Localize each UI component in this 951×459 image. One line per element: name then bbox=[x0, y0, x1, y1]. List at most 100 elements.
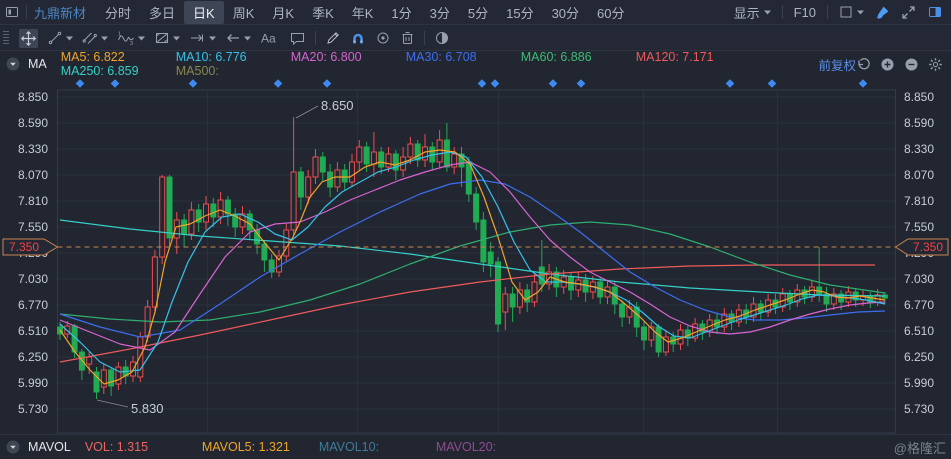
channel-tool[interactable] bbox=[82, 30, 108, 46]
tab-60分[interactable]: 60分 bbox=[597, 5, 625, 21]
ma10-line bbox=[59, 151, 886, 373]
settings-gear-icon[interactable] bbox=[928, 57, 943, 72]
f10-button[interactable]: F10 bbox=[793, 4, 816, 20]
ma-item-1[interactable]: MA10: 6.776 bbox=[175, 50, 247, 64]
tab-分时[interactable]: 分时 bbox=[105, 5, 132, 21]
tab-15分[interactable]: 15分 bbox=[506, 5, 534, 21]
price-badge-left bbox=[2, 238, 59, 256]
layout-panel-icon[interactable] bbox=[927, 4, 943, 20]
tab-年K[interactable]: 年K bbox=[351, 5, 374, 21]
drag-handle-icon[interactable] bbox=[2, 29, 10, 47]
ma30-line bbox=[59, 179, 886, 338]
y-axis-label-right: 7.550 bbox=[904, 220, 934, 234]
tab-5分[interactable]: 5分 bbox=[467, 5, 489, 21]
crosshair-target-tool[interactable] bbox=[375, 30, 391, 46]
event-marker-diamond[interactable] bbox=[188, 79, 198, 88]
fullscreen-icon[interactable] bbox=[901, 5, 916, 20]
trendline-tool[interactable] bbox=[47, 30, 73, 46]
chevron-down-icon bbox=[66, 36, 73, 40]
display-dropdown[interactable]: 显示 bbox=[734, 3, 771, 22]
zoom-in-icon[interactable] bbox=[880, 57, 895, 72]
event-marker-diamond[interactable] bbox=[110, 79, 120, 88]
watermark: @格隆汇 bbox=[893, 441, 946, 456]
price-badges-layer: 7.350 7.350 bbox=[2, 238, 949, 256]
period-tabs: 分时 多日 日K 周K 月K 季K 年K 1分 3分 5分 15分 30分 60分 bbox=[96, 0, 634, 24]
chevron-down-icon bbox=[173, 36, 180, 40]
chevron-down-icon bbox=[138, 36, 145, 40]
stock-name[interactable]: 九鼎新材 bbox=[34, 5, 87, 21]
divider bbox=[315, 31, 316, 45]
chart-type-dropdown[interactable] bbox=[839, 5, 864, 19]
zoom-out-icon[interactable] bbox=[904, 57, 919, 72]
event-marker-diamond[interactable] bbox=[725, 79, 735, 88]
y-axis-label-left: 8.850 bbox=[18, 90, 48, 104]
tab-日K[interactable]: 日K bbox=[184, 0, 224, 24]
collapse-ma-icon[interactable] bbox=[6, 57, 20, 71]
ma-item-2[interactable]: MA20: 6.800 bbox=[290, 50, 362, 64]
price-badge-right bbox=[894, 238, 949, 256]
tab-3分[interactable]: 3分 bbox=[429, 5, 450, 21]
topbar-right: 显示 F10 bbox=[734, 3, 943, 22]
forward-adjust-button[interactable]: 前复权 bbox=[818, 58, 856, 73]
delete-trash-tool[interactable] bbox=[400, 30, 415, 46]
y-axis-label-left: 6.510 bbox=[18, 324, 48, 338]
y-axis-label-right: 7.030 bbox=[904, 272, 934, 286]
text-tool[interactable]: Aa bbox=[260, 30, 280, 46]
chevron-down-icon bbox=[857, 10, 864, 14]
comment-tool[interactable] bbox=[289, 30, 306, 46]
y-axis-label-right: 5.990 bbox=[904, 376, 934, 390]
ma120-line bbox=[59, 264, 875, 363]
y-axis-label-right: 7.810 bbox=[904, 194, 934, 208]
brush-icon[interactable] bbox=[875, 5, 890, 20]
tab-30分[interactable]: 30分 bbox=[551, 5, 580, 21]
y-axis-label-right: 8.330 bbox=[904, 142, 934, 156]
magnet-tool[interactable] bbox=[350, 30, 366, 46]
grid-layer bbox=[57, 89, 896, 434]
contrast-toggle-icon[interactable] bbox=[434, 30, 450, 46]
event-marker-diamond[interactable] bbox=[477, 79, 487, 88]
vol-item-3[interactable]: MAVOL20: bbox=[435, 440, 497, 454]
move-tool[interactable] bbox=[19, 28, 38, 48]
event-marker-diamond[interactable] bbox=[273, 79, 283, 88]
event-marker-diamond[interactable] bbox=[767, 79, 777, 88]
annotations-layer: 8.650 5.830 bbox=[96, 98, 354, 416]
y-axis-label-right: 6.250 bbox=[904, 350, 934, 364]
divider bbox=[827, 5, 828, 19]
tab-多日[interactable]: 多日 bbox=[149, 5, 176, 21]
ma-item-0[interactable]: MA5: 6.822 bbox=[60, 50, 125, 64]
ma-lines-layer bbox=[59, 149, 886, 385]
ma-item-3[interactable]: MA30: 6.708 bbox=[405, 50, 477, 64]
event-marker-diamond[interactable] bbox=[322, 79, 332, 88]
undo-icon[interactable] bbox=[856, 57, 871, 72]
event-marker-diamond[interactable] bbox=[548, 79, 558, 88]
tab-周K[interactable]: 周K bbox=[232, 5, 255, 21]
ma-item-6[interactable]: MA250: 6.859 bbox=[60, 64, 139, 78]
arrow-tool[interactable] bbox=[225, 30, 251, 46]
event-marker-diamond[interactable] bbox=[576, 79, 586, 88]
ma-item-4[interactable]: MA60: 6.886 bbox=[520, 50, 592, 64]
tab-季K[interactable]: 季K bbox=[312, 5, 334, 21]
vol-pane-label: MAVOL bbox=[28, 440, 71, 454]
pattern-tool[interactable] bbox=[154, 30, 180, 46]
tab-月K[interactable]: 月K bbox=[272, 5, 295, 21]
ma-item-5[interactable]: MA120: 7.171 bbox=[635, 50, 714, 64]
event-marker-diamond[interactable] bbox=[858, 79, 868, 88]
ma-item-7[interactable]: MA500: bbox=[175, 64, 219, 78]
event-marker-diamond[interactable] bbox=[490, 79, 500, 88]
layout-left-icon[interactable] bbox=[4, 4, 20, 20]
vol-item-2[interactable]: MAVOL10: bbox=[318, 440, 380, 454]
vol-item-0[interactable]: VOL: 1.315 bbox=[84, 440, 149, 454]
vol-item-1[interactable]: MAVOL5: 1.321 bbox=[201, 440, 290, 454]
tab-1分[interactable]: 1分 bbox=[391, 5, 412, 21]
svg-text:3: 3 bbox=[130, 41, 133, 46]
ma-bar-actions bbox=[856, 57, 943, 72]
collapse-vol-icon[interactable] bbox=[6, 440, 20, 454]
event-marker-diamond[interactable] bbox=[75, 79, 85, 88]
edit-pencil-tool[interactable] bbox=[325, 30, 341, 46]
horizontal-ray-tool[interactable] bbox=[189, 30, 216, 46]
ma5-line bbox=[59, 149, 886, 385]
